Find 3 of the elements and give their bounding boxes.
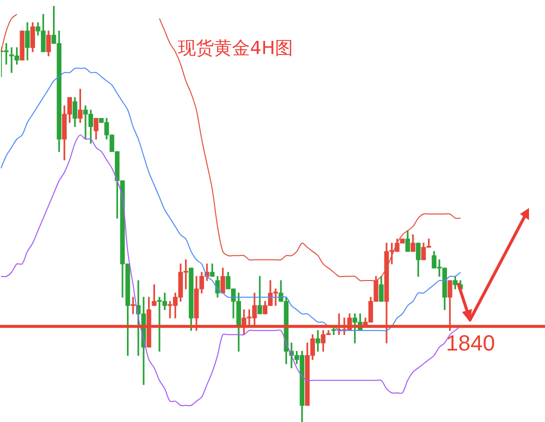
candlestick [20,30,24,60]
annotation: 1840 [446,330,495,356]
text: 现货黄金4H图 [178,37,293,60]
